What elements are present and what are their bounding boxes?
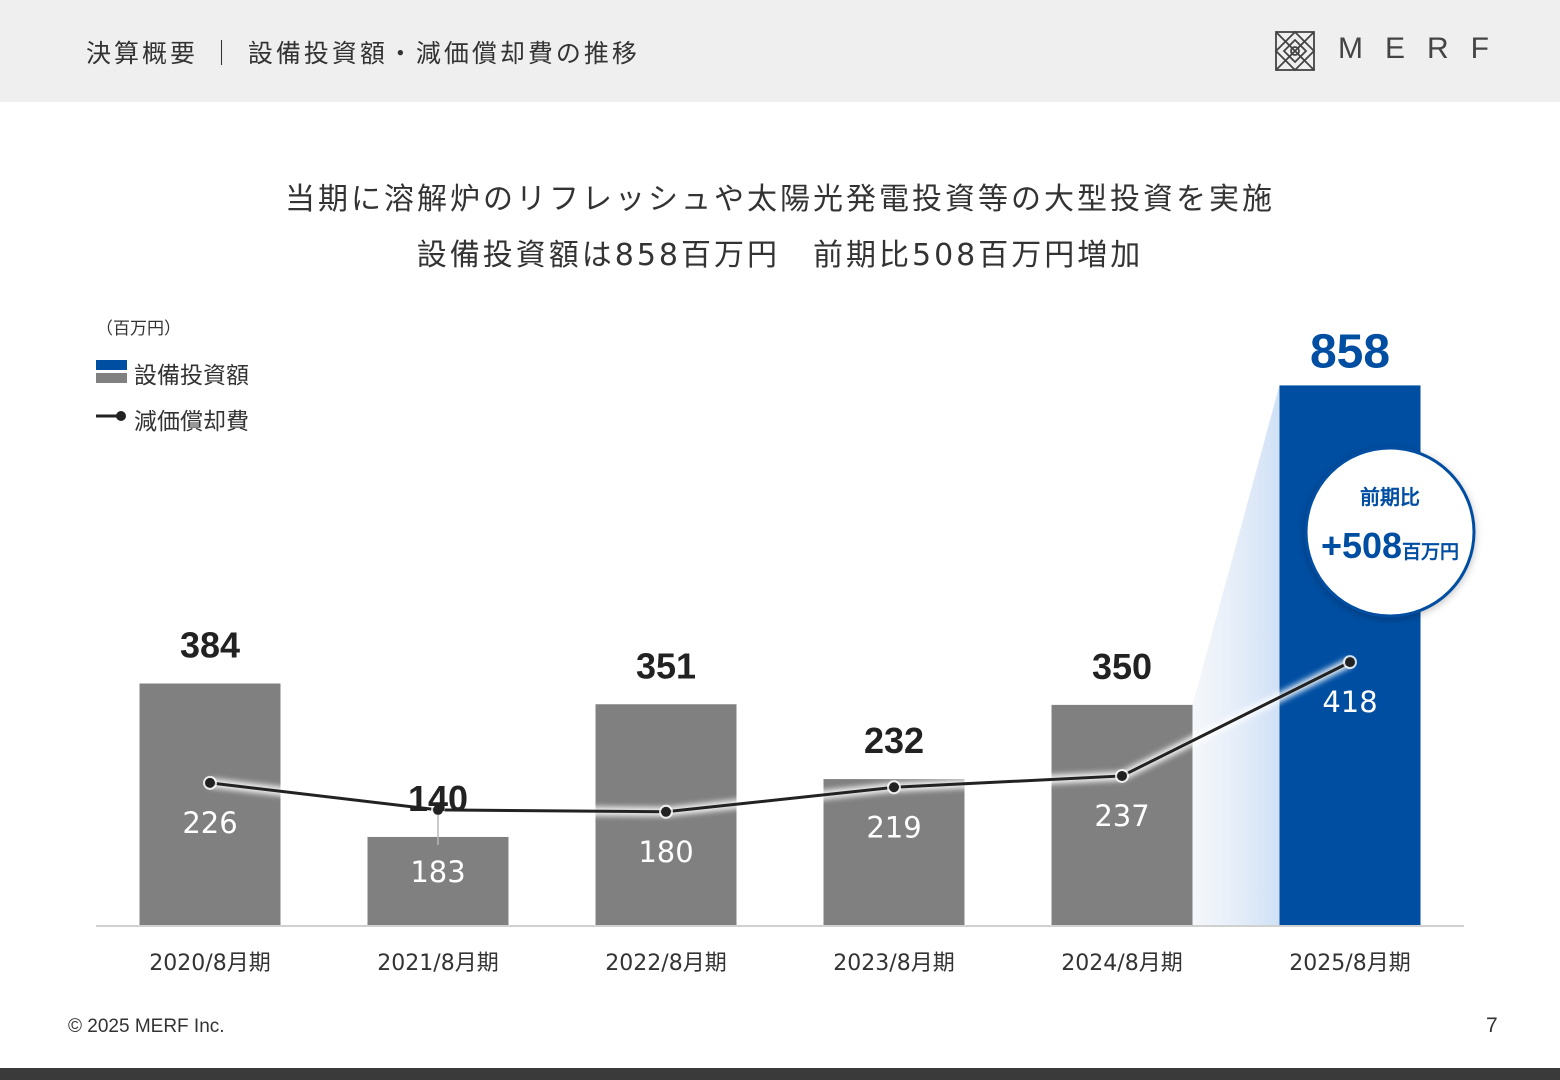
point-2023/8月期 bbox=[889, 782, 899, 793]
page-number: 7 bbox=[1486, 1014, 1498, 1037]
yoy-callout-label: 前期比 bbox=[1360, 485, 1420, 509]
depreciation-value-label-2025/8月期: 418 bbox=[1322, 685, 1377, 719]
bar-value-label-2020/8月期: 384 bbox=[180, 625, 240, 666]
point-2025/8月期 bbox=[1345, 657, 1355, 668]
depreciation-value-label-2021/8月期: 183 bbox=[410, 855, 465, 889]
depreciation-value-label-2022/8月期: 180 bbox=[638, 835, 693, 869]
merf-logo-icon bbox=[1274, 30, 1316, 72]
headline-line-1: 当期に溶解炉のリフレッシュや太陽光発電投資等の大型投資を実施 bbox=[285, 182, 1275, 217]
bar-value-label-2025/8月期: 858 bbox=[1310, 325, 1390, 378]
yoy-callout-unit: 百万円 bbox=[1402, 541, 1459, 563]
bar-2021/8月期 bbox=[367, 836, 509, 925]
depreciation-value-label-2020/8月期: 226 bbox=[182, 806, 237, 840]
growth-highlight bbox=[1192, 385, 1280, 925]
bar-value-label-2022/8月期: 351 bbox=[636, 645, 696, 686]
page-title: 決算概要 ｜ 設備投資額・減価償却費の推移 bbox=[86, 39, 640, 68]
legend-bar-swatch bbox=[96, 360, 127, 383]
legend-capex-label: 設備投資額 bbox=[134, 363, 249, 389]
depreciation-value-label-2023/8月期: 219 bbox=[866, 810, 921, 844]
depreciation-line bbox=[209, 660, 1351, 814]
point-2021/8月期 bbox=[433, 804, 443, 815]
bar-2024/8月期 bbox=[1051, 704, 1193, 925]
legend-line-swatch bbox=[96, 411, 126, 421]
depreciation-value-label-2024/8月期: 237 bbox=[1094, 799, 1149, 833]
bar-2020/8月期 bbox=[139, 683, 281, 925]
point-2022/8月期 bbox=[661, 806, 671, 817]
category-label-2022/8月期: 2022/8月期 bbox=[605, 951, 726, 976]
category-label-2025/8月期: 2025/8月期 bbox=[1289, 951, 1410, 976]
legend-depreciation-label: 減価償却費 bbox=[134, 409, 249, 435]
bar-2023/8月期 bbox=[823, 779, 965, 925]
point-2024/8月期 bbox=[1117, 770, 1127, 781]
yoy-callout-circle bbox=[1304, 446, 1476, 618]
headline-line-2: 設備投資額は858百万円 前期比508百万円増加 bbox=[416, 238, 1144, 273]
bar-value-label-2023/8月期: 232 bbox=[864, 720, 924, 761]
header-bar: 決算概要 ｜ 設備投資額・減価償却費の推移 MERF bbox=[0, 0, 1560, 102]
category-label-2023/8月期: 2023/8月期 bbox=[833, 951, 954, 976]
point-2020/8月期 bbox=[205, 777, 215, 788]
bottom-bar bbox=[0, 1068, 1560, 1080]
brand-logo: MERF bbox=[1270, 24, 1510, 78]
logo-text: MERF bbox=[1338, 32, 1511, 65]
bar-value-label-2024/8月期: 350 bbox=[1092, 646, 1152, 687]
category-label-2020/8月期: 2020/8月期 bbox=[149, 951, 270, 976]
bar-value-label-2021/8月期: 140 bbox=[408, 778, 468, 819]
category-label-2021/8月期: 2021/8月期 bbox=[377, 951, 498, 976]
copyright: © 2025 MERF Inc. bbox=[68, 1016, 225, 1037]
category-label-2024/8月期: 2024/8月期 bbox=[1061, 951, 1182, 976]
unit-label: （百万円） bbox=[96, 319, 181, 339]
